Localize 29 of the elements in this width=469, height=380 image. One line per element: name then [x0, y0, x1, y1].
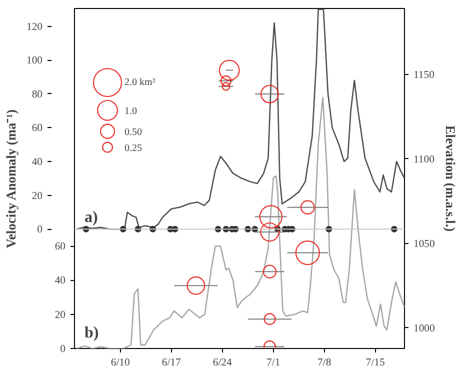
y-tick-label: 0	[37, 224, 42, 236]
y-tick-label: 120	[26, 22, 42, 33]
y2-tick-label: 1150	[414, 70, 434, 81]
legend-label: 0.25	[124, 142, 142, 154]
y-tick-label: 60	[32, 123, 42, 134]
y3-tick-label: 40	[54, 276, 66, 287]
y-tick-label: 20	[32, 190, 42, 202]
legend-label: 2.0 km²	[124, 77, 156, 88]
legend-label: 1.0	[124, 106, 137, 117]
annotation: a)	[84, 208, 98, 226]
y-axis-title: Velocity Anomaly (ma⁻¹)	[4, 109, 19, 248]
x-tick-label: 7/1	[266, 358, 280, 368]
y2-tick-label: 1050	[414, 238, 435, 250]
x-tick-label: 6/24	[212, 358, 232, 368]
y2-tick-label: 1000	[414, 323, 435, 334]
legend-label: 0.50	[124, 126, 142, 138]
x-tick-label: 6/10	[110, 358, 130, 368]
y2-axis-title: Elevation (m.a.s.l.)	[442, 125, 458, 232]
y-tick-label: 80	[32, 89, 42, 100]
y-tick-label: 100	[26, 56, 42, 67]
y2-tick-label: 1100	[414, 154, 434, 166]
y3-tick-label: 60	[54, 242, 66, 253]
y3-tick-label: 20	[54, 310, 66, 321]
annotation: b)	[84, 324, 99, 342]
x-tick-label: 6/17	[162, 358, 182, 368]
y-tick-label: 40	[32, 157, 42, 168]
x-tick-label: 7/15	[366, 358, 385, 368]
y3-tick-label: 0	[60, 344, 66, 355]
x-tick-label: 7/8	[318, 358, 332, 368]
